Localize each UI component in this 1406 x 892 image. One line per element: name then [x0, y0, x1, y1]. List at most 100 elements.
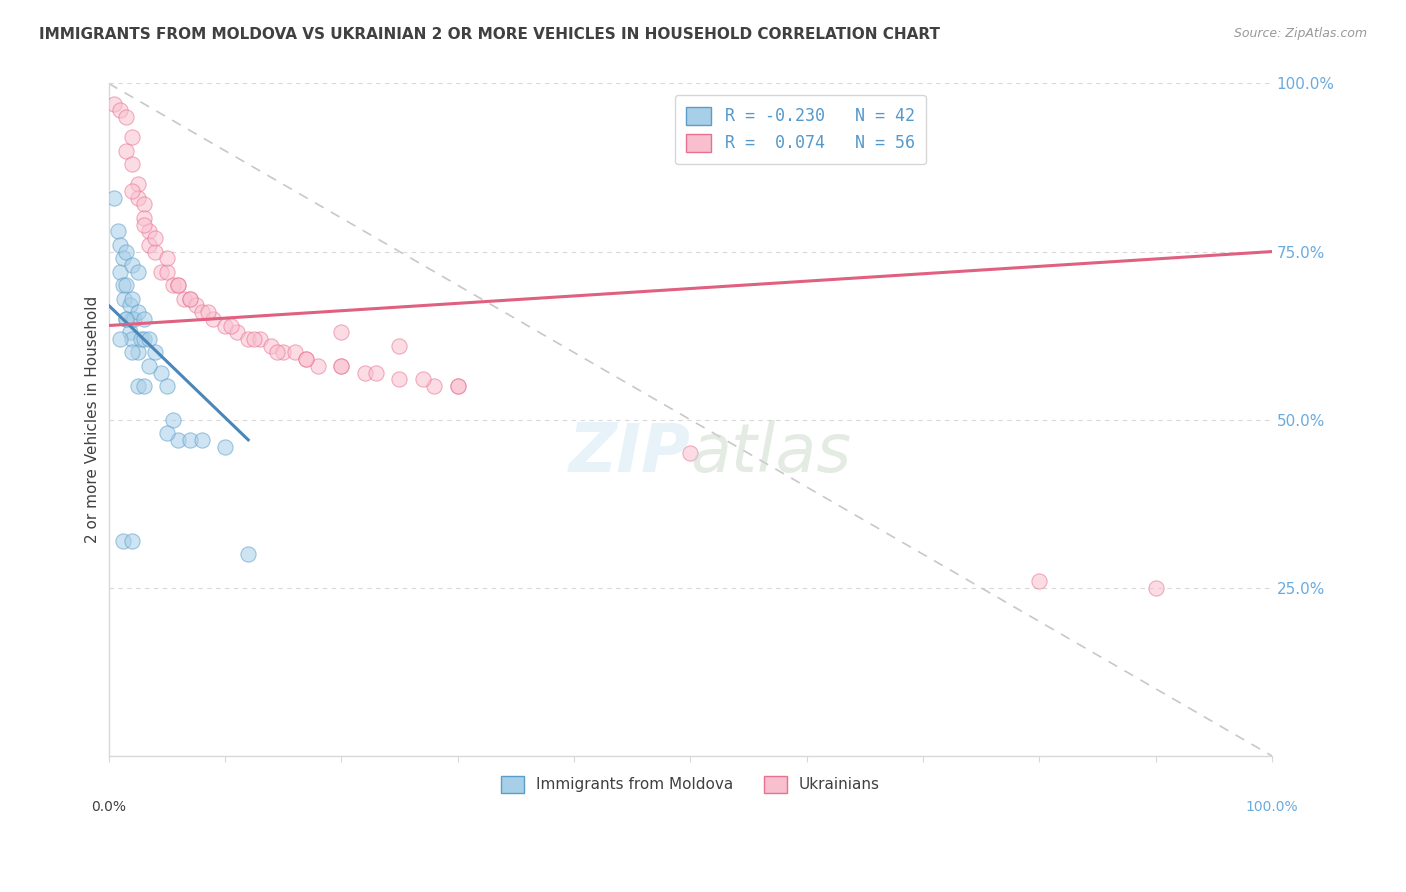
- Text: Source: ZipAtlas.com: Source: ZipAtlas.com: [1233, 27, 1367, 40]
- Point: [129, 332, 152, 346]
- Text: ZIP: ZIP: [568, 420, 690, 486]
- Point: [118, 325, 141, 339]
- Point: [167, 278, 190, 293]
- Point: [179, 292, 201, 306]
- Point: [110, 265, 132, 279]
- Point: [121, 533, 143, 548]
- Point: [162, 278, 184, 293]
- Text: 0.0%: 0.0%: [91, 799, 127, 814]
- Point: [190, 305, 212, 319]
- Point: [225, 325, 247, 339]
- Point: [295, 352, 318, 367]
- Point: [307, 359, 329, 373]
- Point: [132, 379, 155, 393]
- Point: [167, 433, 190, 447]
- Point: [118, 298, 141, 312]
- Point: [115, 278, 138, 293]
- Point: [1144, 581, 1167, 595]
- Legend: Immigrants from Moldova, Ukrainians: Immigrants from Moldova, Ukrainians: [495, 770, 886, 798]
- Point: [127, 191, 149, 205]
- Point: [149, 265, 172, 279]
- Point: [127, 265, 149, 279]
- Point: [115, 244, 138, 259]
- Point: [388, 372, 411, 386]
- Point: [260, 339, 283, 353]
- Point: [121, 184, 143, 198]
- Point: [143, 244, 166, 259]
- Point: [121, 258, 143, 272]
- Point: [103, 191, 125, 205]
- Point: [132, 311, 155, 326]
- Point: [132, 218, 155, 232]
- Point: [388, 339, 411, 353]
- Point: [107, 224, 129, 238]
- Point: [679, 446, 702, 460]
- Point: [127, 379, 149, 393]
- Point: [353, 366, 375, 380]
- Point: [295, 352, 318, 367]
- Point: [115, 110, 138, 124]
- Point: [156, 379, 179, 393]
- Point: [330, 325, 353, 339]
- Point: [197, 305, 219, 319]
- Point: [156, 265, 179, 279]
- Point: [115, 311, 138, 326]
- Point: [173, 292, 195, 306]
- Point: [121, 130, 143, 145]
- Point: [243, 332, 266, 346]
- Point: [138, 332, 160, 346]
- Point: [156, 252, 179, 266]
- Point: [127, 345, 149, 359]
- Text: atlas: atlas: [690, 420, 852, 486]
- Point: [214, 318, 236, 333]
- Point: [138, 224, 160, 238]
- Point: [446, 379, 468, 393]
- Point: [132, 197, 155, 211]
- Point: [115, 144, 138, 158]
- Point: [143, 231, 166, 245]
- Point: [111, 533, 134, 548]
- Point: [121, 292, 143, 306]
- Point: [266, 345, 288, 359]
- Point: [238, 547, 260, 561]
- Point: [143, 345, 166, 359]
- Point: [110, 103, 132, 118]
- Point: [190, 433, 212, 447]
- Y-axis label: 2 or more Vehicles in Household: 2 or more Vehicles in Household: [86, 296, 100, 543]
- Point: [366, 366, 388, 380]
- Point: [330, 359, 353, 373]
- Point: [412, 372, 434, 386]
- Point: [121, 332, 143, 346]
- Point: [162, 412, 184, 426]
- Point: [284, 345, 307, 359]
- Point: [167, 278, 190, 293]
- Point: [121, 157, 143, 171]
- Point: [127, 178, 149, 192]
- Point: [423, 379, 446, 393]
- Point: [121, 311, 143, 326]
- Point: [110, 237, 132, 252]
- Point: [103, 96, 125, 111]
- Point: [214, 440, 236, 454]
- Point: [156, 426, 179, 441]
- Point: [112, 292, 135, 306]
- Point: [219, 318, 242, 333]
- Point: [202, 311, 225, 326]
- Text: 100.0%: 100.0%: [1246, 799, 1298, 814]
- Point: [121, 345, 143, 359]
- Point: [122, 311, 145, 326]
- Point: [127, 305, 149, 319]
- Point: [1028, 574, 1050, 588]
- Point: [132, 211, 155, 225]
- Point: [132, 332, 155, 346]
- Point: [138, 237, 160, 252]
- Point: [238, 332, 260, 346]
- Point: [179, 292, 201, 306]
- Point: [110, 332, 132, 346]
- Point: [184, 298, 207, 312]
- Point: [446, 379, 468, 393]
- Point: [138, 359, 160, 373]
- Point: [249, 332, 271, 346]
- Point: [111, 278, 134, 293]
- Point: [271, 345, 294, 359]
